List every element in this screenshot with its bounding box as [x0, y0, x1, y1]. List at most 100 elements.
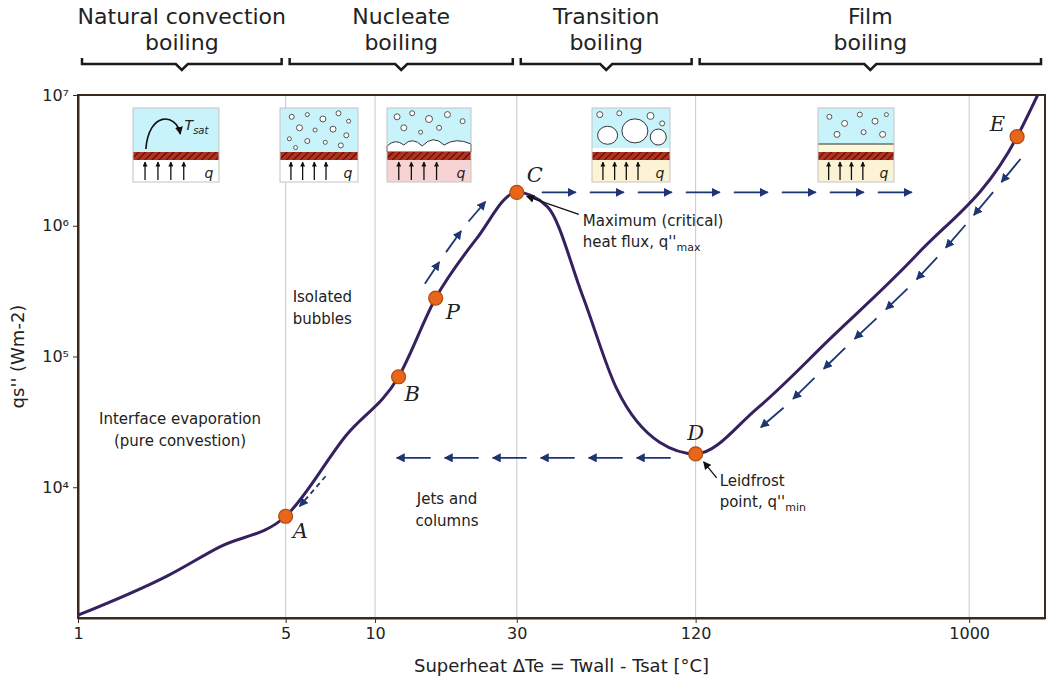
vapor — [387, 140, 471, 152]
schematic-border — [592, 108, 670, 182]
plot-area — [78, 95, 1038, 615]
x-axis: 1510301201000 — [73, 618, 1045, 643]
cool-arrow — [855, 318, 877, 339]
regime-brace — [290, 58, 513, 70]
schematic-bubbles: q — [280, 108, 358, 182]
heater — [387, 152, 471, 160]
bubble — [289, 114, 294, 119]
schematics: Tsatqqqqq — [133, 108, 894, 182]
bubble — [401, 125, 407, 131]
schematic-natural: Tsatq — [133, 108, 219, 182]
schematic-border — [133, 108, 219, 182]
icon-label: q — [205, 165, 214, 181]
regime-brace — [700, 58, 1041, 70]
bubble — [344, 133, 349, 138]
annotations: IsolatedbubblesInterface evaporation(pur… — [99, 196, 806, 530]
x-tick-mark — [78, 618, 79, 623]
regime-title: Nucleateboiling — [352, 4, 450, 55]
schematic-border — [280, 108, 358, 182]
x-tick-label: 10 — [365, 624, 385, 643]
cool-arrow — [974, 192, 993, 215]
rise-arrow — [425, 262, 439, 284]
vapor — [598, 126, 618, 144]
y-tick-mark — [73, 357, 78, 358]
icon-label-line: q — [344, 165, 353, 181]
bubble — [394, 114, 400, 120]
grid — [78, 95, 969, 618]
y-axis-title: qs'' (Wm-2) — [7, 305, 28, 409]
bubble — [660, 121, 665, 126]
x-tick-mark — [696, 618, 697, 623]
bubble — [305, 113, 309, 117]
x-grid-line — [695, 95, 696, 618]
bubble — [426, 116, 433, 123]
jump-arrow — [686, 191, 720, 193]
heat-arrow — [423, 162, 424, 180]
icon-label: q — [880, 165, 889, 181]
point-label: A — [291, 519, 308, 543]
bubble — [861, 130, 866, 135]
jump-arrow — [830, 191, 864, 193]
annotation: Jets andcolumns — [415, 490, 478, 530]
leader-line — [704, 462, 717, 478]
x-tick-label: 1 — [73, 624, 83, 643]
x-axis-title: Superheat ΔTe = Twall - Tsat [°C] — [414, 655, 709, 676]
drop-arrow — [397, 457, 431, 459]
x-tick-mark — [969, 618, 970, 623]
x-tick-label: 5 — [281, 624, 291, 643]
cool-arrow — [761, 408, 784, 428]
regime-title: Filmboiling — [833, 4, 907, 55]
jump-arrow — [542, 191, 576, 193]
heat-arrow — [828, 162, 829, 180]
below-heater — [818, 160, 894, 182]
x-grid-line — [969, 95, 970, 618]
bubble — [347, 119, 351, 123]
x-tick: 1000 — [949, 618, 990, 643]
convection-arrow — [146, 119, 180, 149]
heat-arrow — [157, 162, 158, 180]
heat-arrow — [302, 162, 303, 180]
bubble — [287, 137, 291, 141]
chart: 151030120100010⁴10⁵10⁶10⁷Superheat ΔTe =… — [0, 0, 1055, 686]
schematic-film: q — [818, 108, 894, 182]
drop-arrow — [541, 457, 575, 459]
drop-arrow — [589, 457, 623, 459]
annotation-line: Jets and — [416, 490, 477, 508]
jump-arrow — [782, 191, 816, 193]
below-heater — [280, 160, 358, 182]
vapor — [592, 148, 670, 152]
jump-arrow — [590, 191, 624, 193]
bubble — [827, 114, 832, 119]
y-tick-mark — [73, 95, 78, 96]
y-tick: 10⁶ — [42, 216, 78, 235]
point-label: E — [989, 112, 1005, 136]
heat-arrow — [839, 162, 840, 180]
x-tick-label: 1000 — [949, 624, 990, 643]
annotation-subscript: max — [677, 241, 701, 254]
below-heater — [133, 160, 219, 182]
bubble — [617, 111, 622, 116]
bubble — [842, 120, 848, 126]
icon-label-line: q — [656, 165, 665, 181]
y-tick-label: 10⁴ — [42, 478, 69, 497]
cool-arrow — [886, 289, 908, 310]
annotation: Isolatedbubbles — [293, 288, 352, 328]
icon-label: q — [457, 165, 466, 181]
heat-arrow — [170, 162, 171, 180]
x-tick: 5 — [281, 618, 291, 643]
bubble — [330, 126, 336, 132]
x-tick-mark — [375, 618, 376, 623]
bubble — [880, 131, 886, 137]
annotation-line: heat flux, q'' — [583, 233, 677, 251]
x-tick: 1 — [73, 618, 83, 643]
heat-arrow — [144, 162, 145, 180]
below-heater — [592, 160, 670, 182]
x-tick: 10 — [365, 618, 385, 643]
bubble — [857, 112, 862, 117]
bubble — [323, 140, 327, 144]
regime-title: Natural convectionboiling — [78, 4, 286, 55]
heater — [818, 152, 894, 160]
y-tick-label: 10⁵ — [42, 347, 69, 366]
liquid — [133, 108, 219, 152]
x-tick-mark — [286, 618, 287, 623]
